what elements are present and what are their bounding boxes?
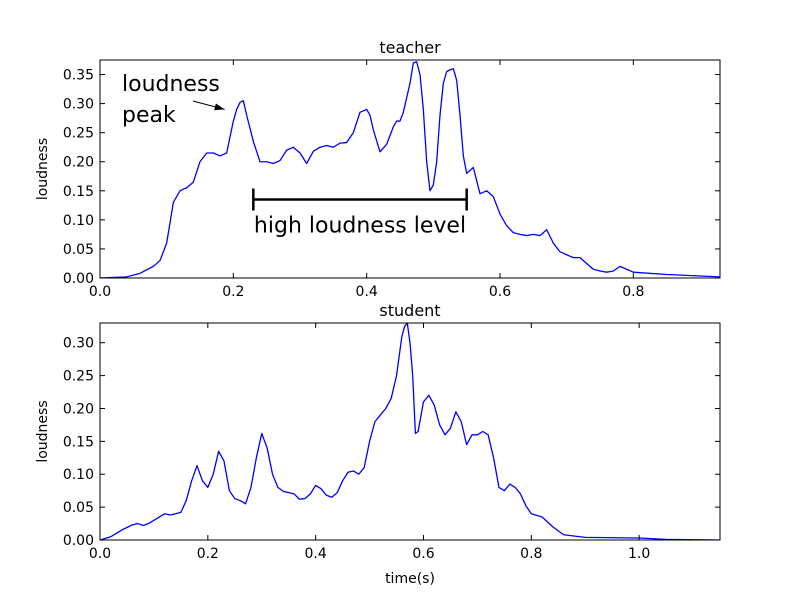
teacher-xtick-label: 0.2	[222, 284, 244, 300]
student-xtick-label: 0.6	[412, 546, 434, 562]
teacher-ylabel: loudness	[35, 138, 51, 200]
student-axes-frame	[99, 322, 721, 541]
teacher-loudness-line	[100, 61, 720, 278]
teacher-ytick-label: 0.10	[63, 213, 94, 229]
teacher-ytick-label: 0.35	[63, 68, 94, 84]
student-panel: 0.0 0.2 0.4 0.6 0.8 1.0 0.00 0.05 0.10 0.15 0.20 0.…	[35, 301, 721, 587]
peak-arrow-head	[214, 103, 225, 111]
teacher-ytick-label: 0.00	[63, 271, 94, 287]
student-title: student	[379, 301, 440, 320]
student-xtick-label: 1.0	[628, 546, 650, 562]
teacher-ytick-label: 0.20	[63, 155, 94, 171]
student-ytick-label: 0.30	[63, 336, 94, 352]
teacher-axes-frame	[99, 59, 721, 279]
teacher-xtick-label: 0.0	[89, 284, 111, 300]
student-ytick-label: 0.10	[63, 467, 94, 483]
teacher-xtick-label: 0.8	[622, 284, 644, 300]
teacher-ytick-label: 0.05	[63, 242, 94, 258]
student-loudness-line	[100, 323, 720, 540]
student-ytick-label: 0.25	[63, 369, 94, 385]
student-ytick-label: 0.20	[63, 401, 94, 417]
student-xtick-label: 0.8	[520, 546, 542, 562]
teacher-ytick-label: 0.30	[63, 97, 94, 113]
student-xtick-label: 0.2	[197, 546, 219, 562]
annotations: loudness peak high loudness level	[122, 72, 468, 239]
teacher-title: teacher	[379, 38, 441, 57]
student-ytick-label: 0.15	[63, 434, 94, 450]
teacher-ytick-label: 0.25	[63, 126, 94, 142]
student-xtick-label: 0.0	[89, 546, 111, 562]
teacher-xtick-label: 0.4	[356, 284, 378, 300]
student-ylabel: loudness	[35, 400, 51, 462]
range-label: high loudness level	[254, 214, 466, 239]
student-xlabel: time(s)	[385, 571, 435, 587]
student-ytick-label: 0.05	[63, 500, 94, 516]
student-xtick-label: 0.4	[305, 546, 327, 562]
teacher-xtick-label: 0.6	[489, 284, 511, 300]
teacher-panel: 0.0 0.2 0.4 0.6 0.8 0.00 0.05 0.10 0.15 0.20 0.25 0…	[35, 38, 721, 300]
peak-label-line1: loudness	[122, 72, 220, 97]
student-ytick-label: 0.00	[63, 533, 94, 549]
teacher-ytick-label: 0.15	[63, 184, 94, 200]
peak-label-line2: peak	[122, 103, 176, 128]
